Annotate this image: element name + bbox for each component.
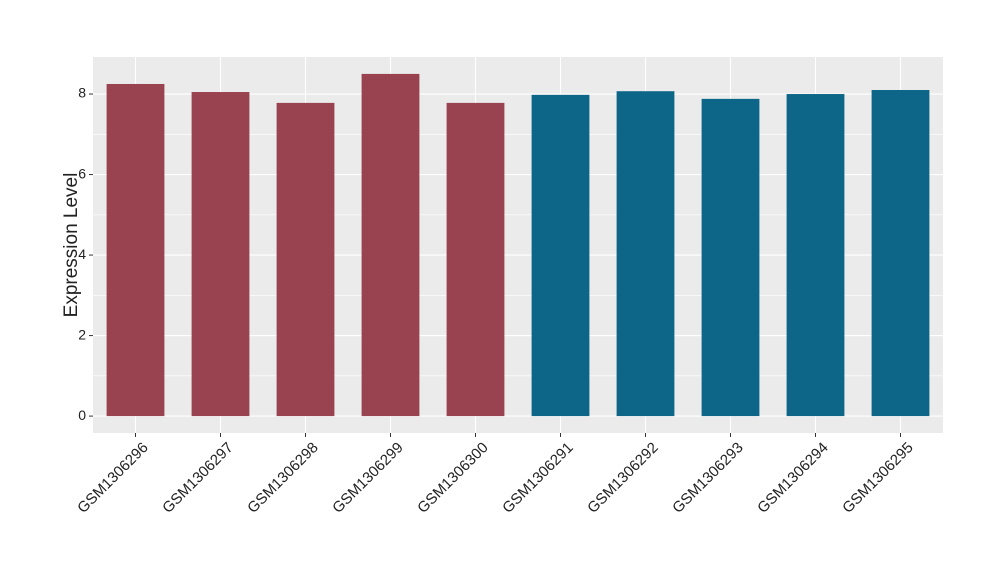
bar — [786, 94, 845, 417]
bar — [616, 91, 675, 417]
y-axis-title: Expression Level — [61, 173, 82, 318]
y-tick-label: 2 — [78, 326, 86, 342]
x-tick-label: GSM1306296 — [74, 439, 151, 516]
bar — [361, 73, 420, 417]
x-tick-label: GSM1306297 — [159, 439, 236, 516]
bar — [531, 94, 590, 417]
bar — [446, 102, 505, 417]
x-tick-label: GSM1306298 — [244, 439, 321, 516]
x-tick-label: GSM1306295 — [839, 439, 916, 516]
x-tick-label: GSM1306292 — [584, 439, 661, 516]
bar — [871, 90, 930, 417]
y-tick-label: 4 — [78, 246, 86, 262]
bar — [106, 83, 165, 417]
bar — [191, 92, 250, 417]
x-tick-label: GSM1306291 — [499, 439, 576, 516]
y-tick-label: 8 — [78, 85, 86, 101]
y-tick-label: 0 — [78, 407, 86, 423]
x-tick-label: GSM1306293 — [669, 439, 746, 516]
bar — [701, 98, 760, 417]
x-tick-label: GSM1306300 — [414, 439, 491, 516]
x-tick-label: GSM1306299 — [329, 439, 406, 516]
y-tick-label: 6 — [78, 165, 86, 181]
x-tick-label: GSM1306294 — [754, 439, 831, 516]
bar — [276, 102, 335, 417]
